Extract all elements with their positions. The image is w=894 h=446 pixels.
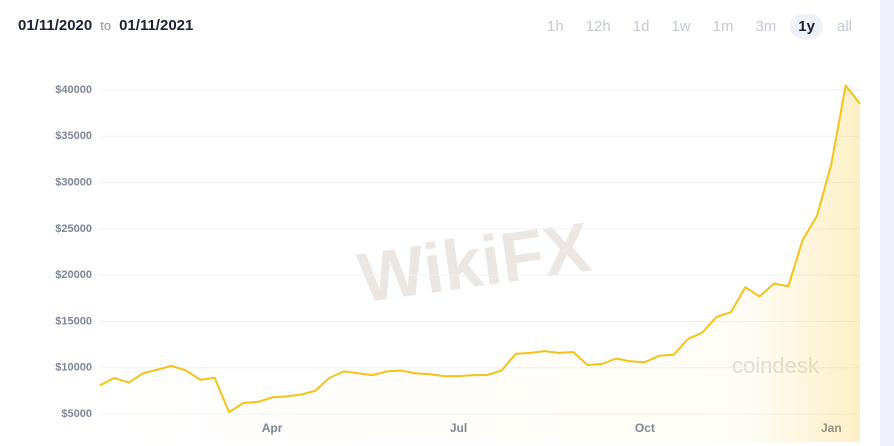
y-tick-label: $10000 xyxy=(55,362,92,374)
range-button[interactable]: 1w xyxy=(671,18,691,35)
range-button[interactable]: 1m xyxy=(712,18,734,35)
y-tick-label: $30000 xyxy=(55,176,92,188)
y-tick-label: $25000 xyxy=(55,223,92,235)
y-tick-label: $40000 xyxy=(55,84,92,96)
y-tick-label: $35000 xyxy=(55,130,92,142)
range-button[interactable]: 12h xyxy=(585,18,611,35)
range-button[interactable]: 1d xyxy=(632,18,650,35)
range-button[interactable]: 1y xyxy=(790,14,823,39)
area xyxy=(100,85,860,442)
y-tick-label: $20000 xyxy=(55,269,92,281)
range-button[interactable]: 3m xyxy=(755,18,777,35)
range-button[interactable]: all xyxy=(836,18,852,35)
range-button[interactable]: 1h xyxy=(547,18,564,35)
range-buttons: 1h 12h 1d 1w 1m 3m 1y all xyxy=(539,14,860,39)
from-date: 01/11/2020 xyxy=(18,17,93,34)
y-tick-label: $15000 xyxy=(55,315,92,327)
price-line xyxy=(99,84,861,414)
date-range: 01/11/2020 to 01/11/2021 xyxy=(18,17,193,34)
to-date: 01/11/2021 xyxy=(119,17,194,34)
to-word: to xyxy=(100,18,112,33)
y-tick-label: $5000 xyxy=(61,408,92,420)
watermark: WikiFX xyxy=(354,208,596,318)
